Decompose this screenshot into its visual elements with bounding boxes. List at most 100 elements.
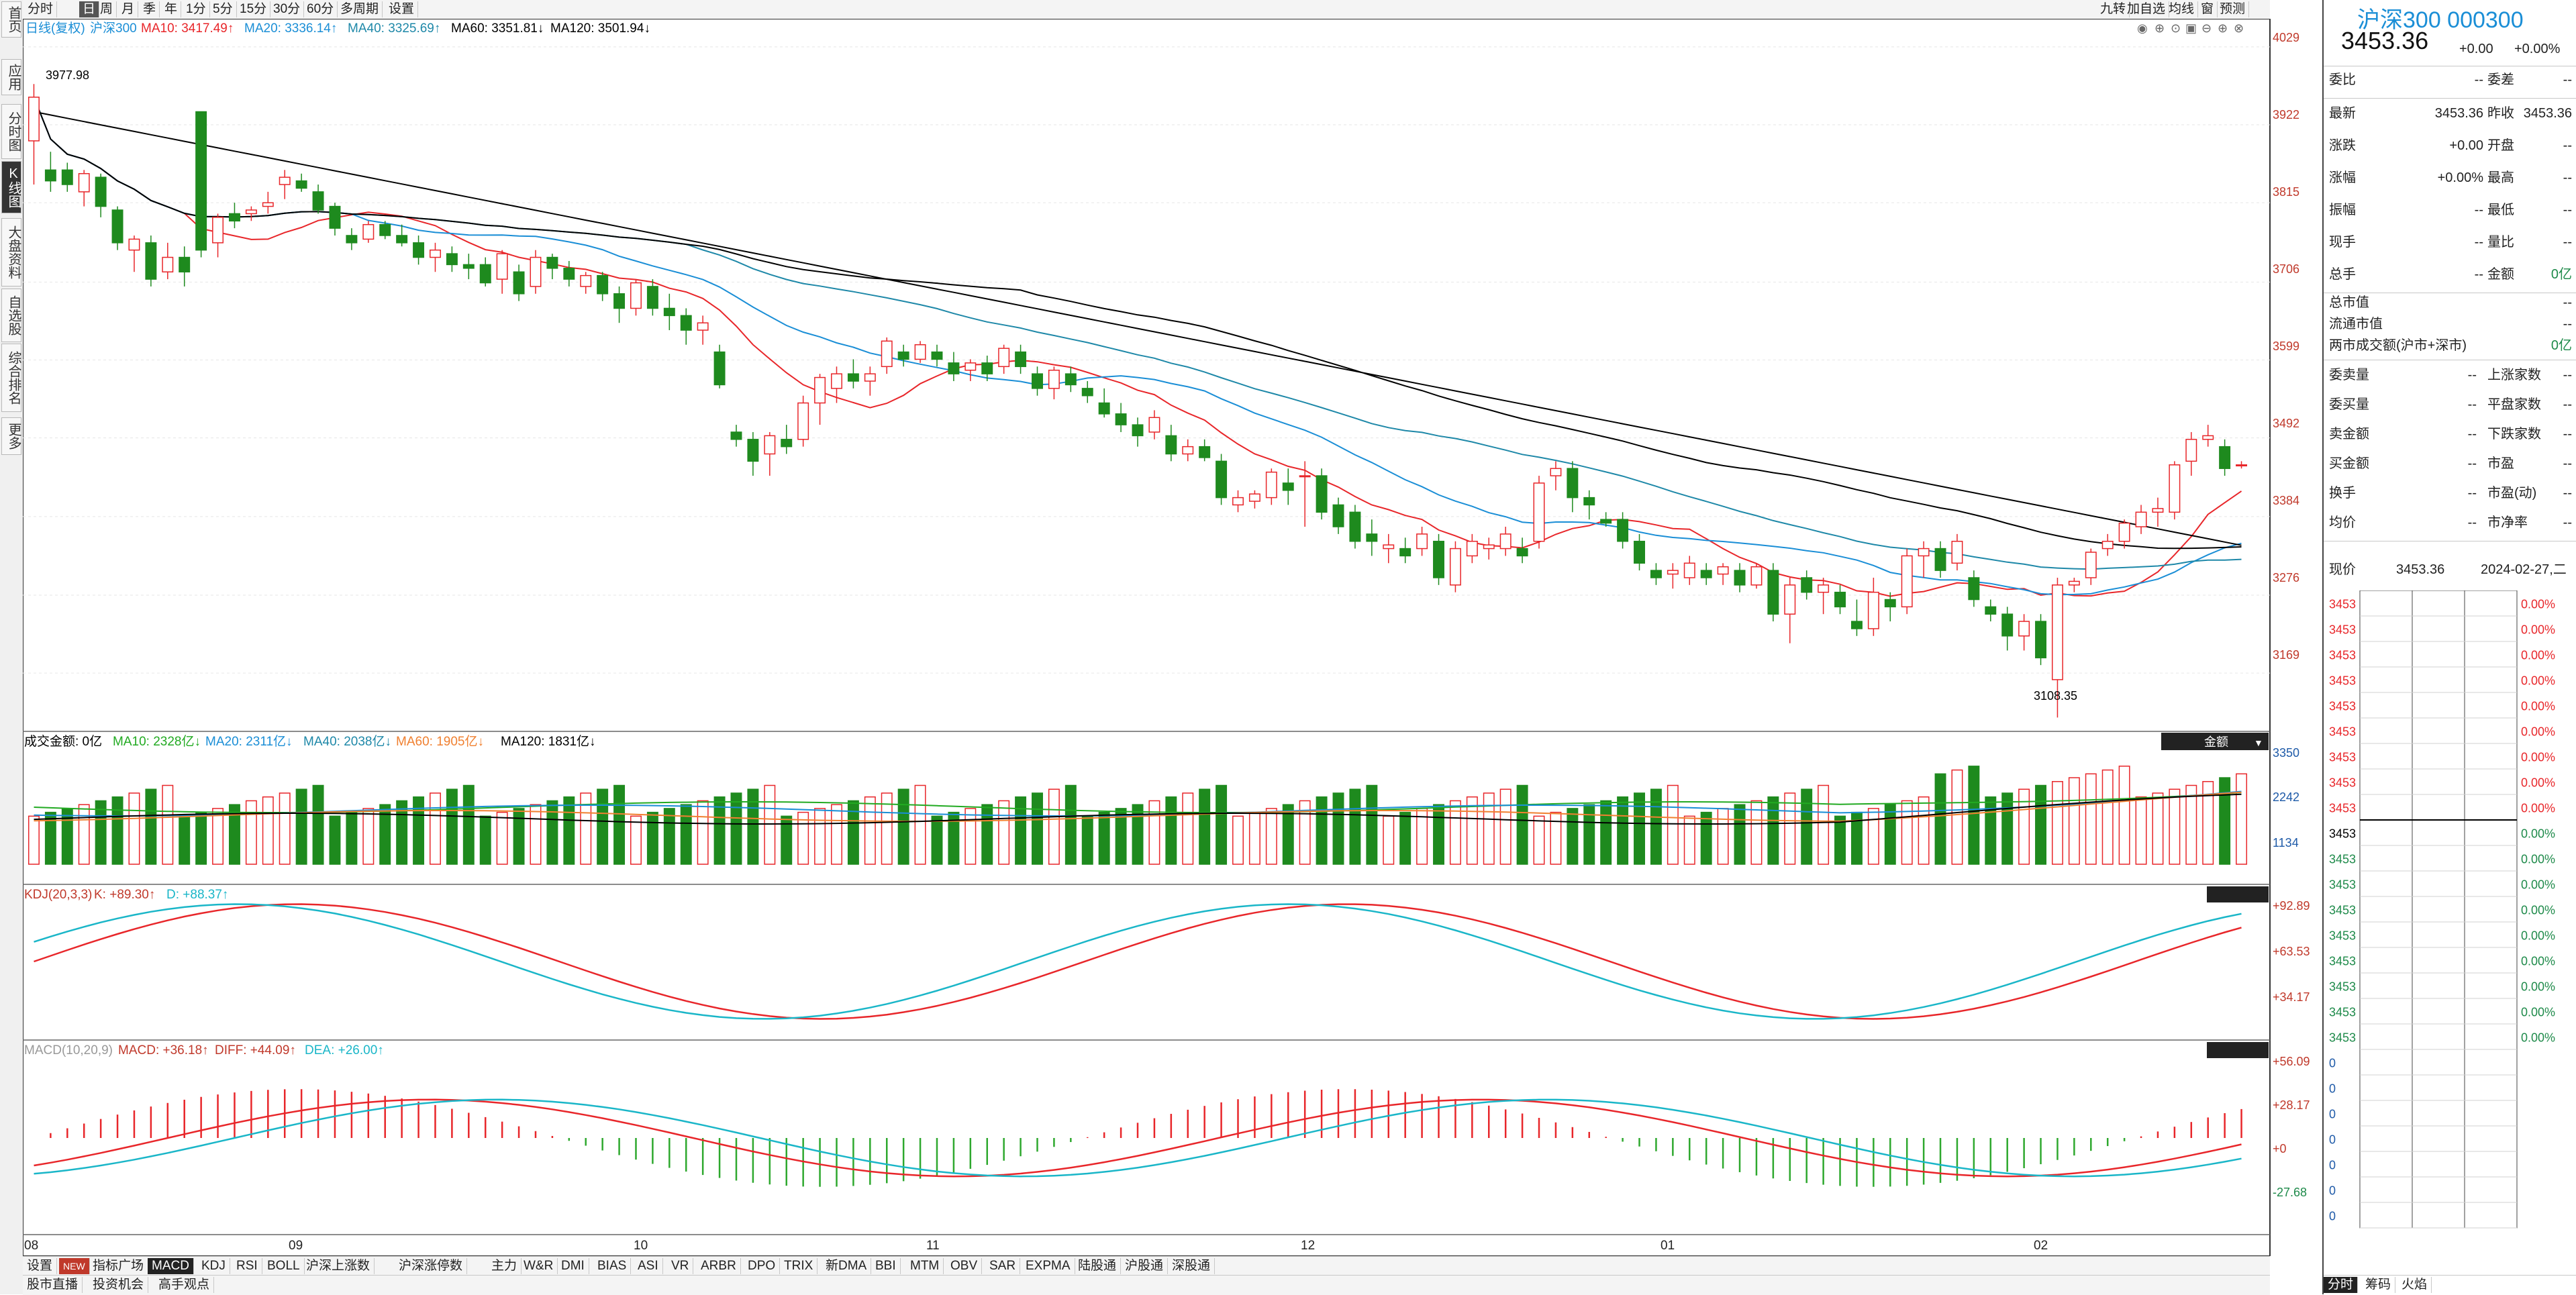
volume-bar: [61, 808, 73, 865]
link-experts[interactable]: 高手观点: [154, 1277, 215, 1293]
nav-more[interactable]: 更多: [1, 417, 21, 455]
nav-market-info[interactable]: 大盘资料: [1, 218, 21, 287]
mini-pct-tick: 0.00%: [2521, 776, 2555, 790]
chart-pin-icon[interactable]: ⊙: [2171, 21, 2181, 35]
chart-lock-icon[interactable]: ▣: [2185, 21, 2197, 35]
tab-macd[interactable]: MACD: [148, 1258, 194, 1274]
candle-body: [2051, 584, 2063, 680]
window-button[interactable]: 窗: [2197, 1, 2218, 17]
volume-bar: [195, 811, 207, 865]
link-opportunity[interactable]: 投资机会: [89, 1277, 149, 1293]
volume-bar: [1567, 808, 1579, 865]
nav-home[interactable]: 首页: [1, 1, 21, 38]
period-15min[interactable]: 15分: [236, 1, 271, 17]
period-60min[interactable]: 60分: [303, 1, 338, 17]
chart-minus-icon[interactable]: ⊖: [2201, 21, 2212, 35]
indicator-settings-tab[interactable]: 设置: [23, 1258, 58, 1274]
volume-bar: [2169, 788, 2181, 865]
period-day[interactable]: 日: [79, 1, 100, 17]
macd-badge[interactable]: [2207, 1042, 2269, 1058]
nav-apps[interactable]: 应用: [1, 59, 21, 95]
volume-badge[interactable]: [2161, 733, 2269, 750]
volume-bar: [1248, 811, 1260, 865]
tab-arbr[interactable]: ARBR: [697, 1258, 741, 1274]
kdj-badge[interactable]: [2207, 886, 2269, 902]
nav-ranking[interactable]: 综合排名: [1, 344, 21, 412]
volume-badge-dropdown-icon[interactable]: ▼: [2254, 737, 2263, 748]
nav-timeshare[interactable]: 分时图: [1, 104, 21, 159]
period-timeshare[interactable]: 分时: [24, 1, 58, 17]
jiuzhuan-button[interactable]: 九转: [2097, 1, 2130, 17]
panel-tab-timeshare[interactable]: 分时: [2324, 1277, 2359, 1293]
chart-eye-icon[interactable]: ◉: [2137, 21, 2148, 35]
nav-watchlist[interactable]: 自选股: [1, 289, 21, 342]
tab-wr[interactable]: W&R: [519, 1258, 558, 1274]
period-1min[interactable]: 1分: [183, 1, 210, 17]
candle-body: [245, 209, 257, 215]
tab-boll[interactable]: BOLL: [263, 1258, 305, 1274]
chart-zoom-in-icon[interactable]: ⊕: [2154, 21, 2165, 35]
mini-pct-tick: 0.00%: [2521, 674, 2555, 688]
mini-price-tick: 0: [2329, 1133, 2336, 1147]
tab-bias[interactable]: BIAS: [593, 1258, 632, 1274]
candle-body: [479, 264, 491, 284]
volume-bar: [680, 804, 692, 865]
tab-dpo[interactable]: DPO: [744, 1258, 781, 1274]
forecast-button[interactable]: 预测: [2216, 1, 2250, 17]
price-tick: 3384: [2273, 494, 2299, 507]
period-week[interactable]: 周: [97, 1, 117, 17]
candle-body: [663, 307, 675, 317]
period-30min[interactable]: 30分: [270, 1, 305, 17]
add-watchlist-button[interactable]: 加自选: [2124, 1, 2170, 17]
tab-dmi[interactable]: DMI: [557, 1258, 589, 1274]
period-season[interactable]: 季: [140, 1, 160, 17]
tab-rsi[interactable]: RSI: [232, 1258, 262, 1274]
tab-sz-connect[interactable]: 深股通: [1168, 1258, 1216, 1274]
candle-body: [2202, 435, 2214, 440]
tab-sar[interactable]: SAR: [985, 1258, 1021, 1274]
chart-plus-icon[interactable]: ⊕: [2218, 21, 2228, 35]
tab-main-force[interactable]: 主力: [487, 1258, 522, 1274]
panel-tab-flame[interactable]: 火焰: [2397, 1277, 2432, 1293]
tab-hs-limit-up[interactable]: 沪深涨停数: [395, 1258, 468, 1274]
tab-hk-connect[interactable]: 陆股通: [1074, 1258, 1122, 1274]
tab-sh-connect[interactable]: 沪股通: [1121, 1258, 1169, 1274]
period-year[interactable]: 年: [161, 1, 182, 17]
tab-indicator-square[interactable]: 指标广场: [89, 1258, 149, 1274]
tab-obv[interactable]: OBV: [946, 1258, 983, 1274]
volume-bar: [1349, 788, 1361, 865]
volume-bar: [1801, 788, 1813, 865]
tab-trix[interactable]: TRIX: [780, 1258, 818, 1274]
quote-row: 振幅 -- 最低 --: [2329, 203, 2572, 217]
settings-button[interactable]: 设置: [385, 1, 419, 17]
tab-mtm[interactable]: MTM: [906, 1258, 944, 1274]
candle-body: [2185, 439, 2197, 462]
tab-vr[interactable]: VR: [667, 1258, 694, 1274]
candle-body: [1784, 584, 1796, 615]
ma10-legend: MA10: 3417.49↑: [141, 21, 234, 36]
panel-tab-chips[interactable]: 筹码: [2361, 1277, 2396, 1293]
vol-ma40-legend: MA40: 2038亿↓: [303, 734, 391, 749]
kline-chart[interactable]: 日线(复权) 沪深300 MA10: 3417.49↑ MA20: 3336.1…: [23, 19, 2322, 1256]
chart-close-icon[interactable]: ⊗: [2234, 21, 2244, 35]
tab-new-dma[interactable]: 新DMA: [822, 1258, 872, 1274]
period-multi[interactable]: 多周期: [337, 1, 383, 17]
link-live[interactable]: 股市直播: [23, 1277, 83, 1293]
tab-asi[interactable]: ASI: [634, 1258, 663, 1274]
kdj-tick: +34.17: [2273, 990, 2310, 1004]
volume-bar: [1617, 796, 1629, 865]
nav-kline[interactable]: K线图: [1, 161, 21, 213]
period-month[interactable]: 月: [118, 1, 139, 17]
volume-bar: [28, 815, 40, 865]
indicator-lines: [34, 903, 2242, 1187]
tab-expma[interactable]: EXPMA: [1022, 1258, 1075, 1274]
tab-kdj[interactable]: KDJ: [197, 1258, 230, 1274]
period-5min[interactable]: 5分: [209, 1, 237, 17]
mini-timeshare-chart[interactable]: 3453 3453 3453 3453 3453 3453 3453 3453 3453 3453…: [2324, 590, 2576, 1275]
volume-bar: [713, 796, 726, 865]
tab-bbi[interactable]: BBI: [871, 1258, 901, 1274]
candle-body: [1132, 424, 1144, 437]
tab-hs-up-count[interactable]: 沪深上涨数: [302, 1258, 375, 1274]
ma-button[interactable]: 均线: [2165, 1, 2199, 17]
candle-body: [1299, 475, 1311, 478]
